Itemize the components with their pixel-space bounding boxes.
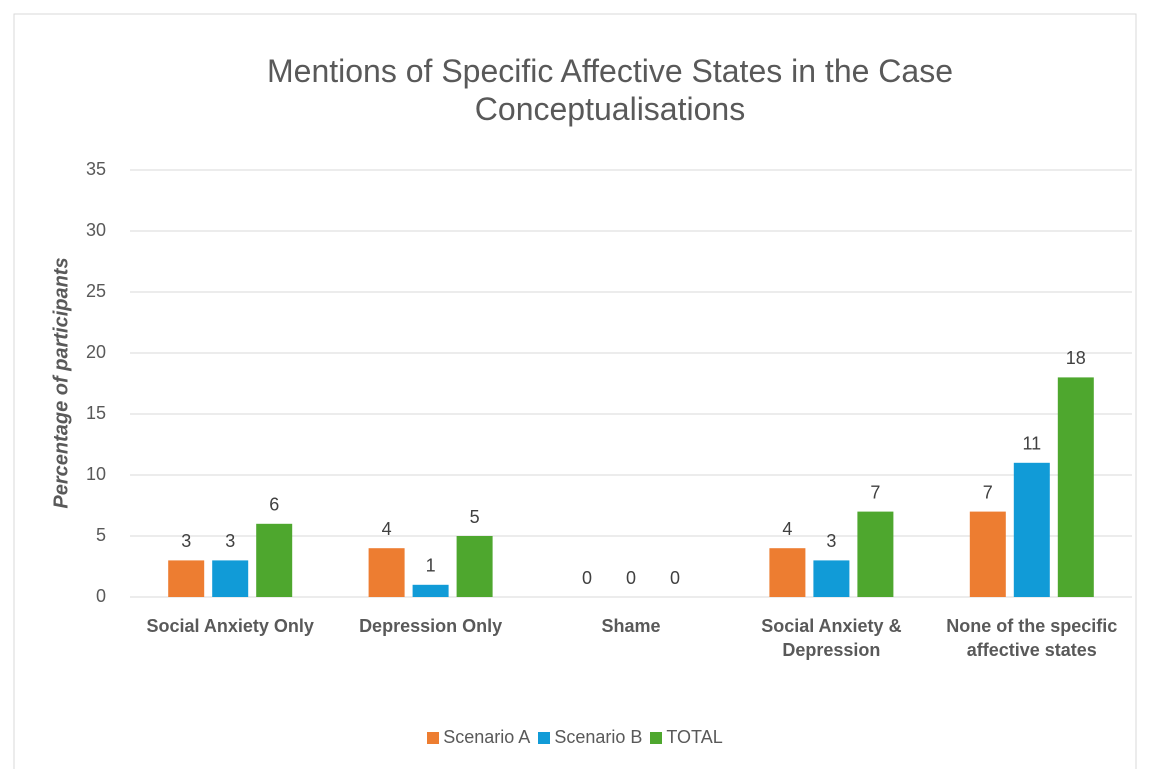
data-label: 4 [382, 519, 392, 539]
legend-swatch [427, 732, 440, 744]
bar [412, 584, 449, 597]
legend-swatch [538, 732, 551, 744]
data-label: 7 [870, 482, 880, 502]
y-tick-label: 5 [96, 525, 106, 545]
y-tick-label: 25 [86, 281, 106, 301]
data-label: 11 [1022, 434, 1041, 454]
data-label: 3 [181, 531, 191, 551]
data-label: 3 [826, 531, 836, 551]
data-label: 0 [582, 568, 592, 588]
x-tick-label: Social Anxiety & Depression [761, 616, 902, 660]
data-label: 6 [269, 495, 279, 515]
data-label: 7 [983, 482, 993, 502]
legend-swatch [650, 732, 663, 744]
bar [212, 560, 249, 597]
frame [13, 13, 1137, 769]
chart-title: Mentions of Specific Affective States in… [267, 53, 953, 127]
y-tick-label: 0 [96, 586, 106, 606]
legend-label: TOTAL [666, 727, 723, 747]
bar [1013, 462, 1050, 597]
data-label: 3 [225, 531, 235, 551]
x-tick-label: None of the specific affective states [946, 616, 1118, 660]
y-tick-label: 10 [86, 464, 106, 484]
y-tick-label: 20 [86, 342, 106, 362]
y-tick-label: 30 [86, 220, 106, 240]
x-tick-label: Social Anxiety Only [146, 616, 314, 636]
bar [769, 548, 806, 597]
legend-label: Scenario A [443, 727, 531, 747]
bar [857, 511, 894, 597]
x-tick-label: Depression Only [359, 616, 503, 636]
data-label: 1 [426, 556, 436, 576]
bar [1057, 377, 1094, 597]
data-label: 18 [1066, 348, 1086, 368]
data-label: 4 [782, 519, 792, 539]
bar [168, 560, 205, 597]
legend-item: Scenario A [427, 727, 530, 748]
legend: Scenario A Scenario B TOTAL [0, 727, 1150, 748]
bar [368, 548, 405, 597]
y-axis-label: Percentage of participants [50, 257, 72, 508]
legend-item: TOTAL [650, 727, 723, 748]
data-label: 5 [470, 507, 480, 527]
legend-item: Scenario B [538, 727, 642, 748]
bar [256, 523, 293, 597]
y-tick-label: 15 [86, 403, 106, 423]
legend-label: Scenario B [554, 727, 643, 747]
bar [813, 560, 850, 597]
bar [969, 511, 1006, 597]
bar [456, 536, 493, 597]
data-label: 0 [626, 568, 636, 588]
y-tick-label: 35 [86, 159, 106, 179]
data-label: 0 [670, 568, 680, 588]
x-tick-label: Shame [601, 616, 661, 636]
